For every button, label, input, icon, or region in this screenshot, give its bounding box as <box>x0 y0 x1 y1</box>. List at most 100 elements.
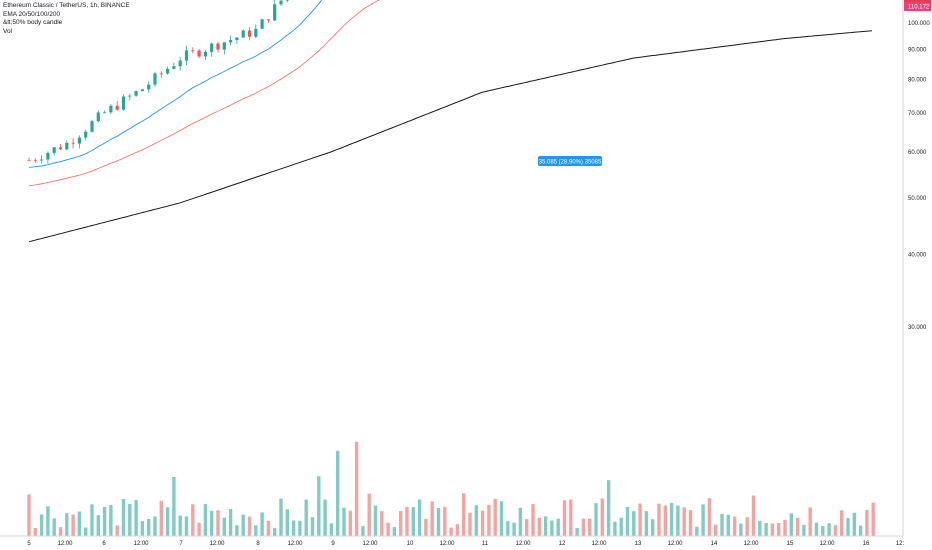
stop-price-tag-box <box>904 0 931 3</box>
volume-bar <box>178 515 182 536</box>
volume-bar <box>109 505 113 536</box>
volume-bar <box>865 509 869 536</box>
volume-bar <box>304 499 308 536</box>
volume-bar <box>342 507 346 536</box>
volume-bar <box>657 503 661 536</box>
volume-bar <box>298 520 302 536</box>
volume-bar <box>562 500 567 536</box>
candle-body <box>134 91 138 96</box>
time-tick-label: 12:00 <box>209 541 225 547</box>
volume-bar <box>184 516 189 536</box>
time-tick-label: 12:00 <box>57 541 73 547</box>
volume-bar <box>606 480 611 536</box>
stop-price-tag: 110.367 <box>908 0 930 2</box>
ema50-line <box>28 0 380 187</box>
volume-bar <box>777 522 781 536</box>
volume-bar <box>594 503 598 536</box>
time-tick-label: 12 <box>559 541 566 547</box>
volume-bar <box>468 512 472 536</box>
volume-bar <box>814 522 819 536</box>
position-label: 35.085 (28.90%) 35085 <box>539 159 602 165</box>
volume-bar <box>310 517 315 536</box>
volume-bar <box>354 441 359 536</box>
candles <box>27 0 289 164</box>
candle-body <box>65 142 69 150</box>
candle-body <box>46 152 50 160</box>
volume-bar <box>191 504 195 536</box>
volume-bar <box>669 502 674 536</box>
volume-bar <box>543 516 548 536</box>
candle-body <box>216 43 220 50</box>
symbol-title: Ethereum Classic / TetherUS, 1h, BINANCE <box>3 2 130 9</box>
candle-body <box>84 131 88 138</box>
volume-bar <box>102 506 107 536</box>
ema-indicator-label[interactable]: EMA 20/50/100/200 <box>3 10 61 18</box>
volume-bar <box>65 513 69 536</box>
candle-body <box>260 19 264 29</box>
price-tick-label: 50.000 <box>908 196 927 202</box>
volume-bar <box>279 498 283 536</box>
volume-bar <box>644 511 649 536</box>
volume-bar <box>386 522 390 536</box>
volume-bar <box>90 504 94 536</box>
volume-bar <box>153 516 157 536</box>
candle-indicator-label[interactable]: &lt;50% body candle <box>3 19 63 27</box>
price-tick-label: 40.000 <box>908 252 927 258</box>
time-tick-label: 12:00 <box>819 541 835 547</box>
volume-bar <box>449 527 453 536</box>
candle-body <box>210 43 214 52</box>
candle-body <box>140 89 144 92</box>
volume-bar <box>33 527 37 536</box>
volume-bar <box>695 526 699 536</box>
volume-bar <box>411 507 415 536</box>
volume-bar <box>871 502 875 536</box>
volume-bar <box>291 520 296 536</box>
volume-bar <box>651 519 655 536</box>
volume-bar <box>474 505 478 536</box>
time-tick-label: 11 <box>482 541 489 547</box>
volume-bar <box>676 505 680 536</box>
volume-bar <box>858 525 863 536</box>
volume-bar <box>556 518 560 536</box>
volume-bar <box>682 507 686 536</box>
volume-bar <box>802 524 806 536</box>
volume-bar <box>260 512 264 536</box>
volume-bar <box>367 493 371 536</box>
volume-bar <box>46 506 50 536</box>
time-tick-label: 12:00 <box>133 541 149 547</box>
candle-body <box>27 160 31 162</box>
volume-bar <box>436 508 441 536</box>
volume-bar <box>373 505 378 536</box>
time-tick-label: 12:00 <box>667 541 683 547</box>
volume-bar <box>348 510 352 536</box>
candle-body <box>184 50 189 61</box>
candle-body <box>103 112 107 114</box>
candle-body <box>203 51 207 57</box>
price-tick-label: 80.000 <box>908 77 927 83</box>
volume-bar <box>417 499 422 536</box>
candle-body <box>40 159 44 161</box>
volume-bar <box>39 514 44 536</box>
volume-indicator-label[interactable]: Vol <box>3 27 13 35</box>
candle-body <box>71 142 75 144</box>
volume-bar <box>329 523 334 536</box>
position-label-box <box>538 156 602 166</box>
volume-bar <box>745 517 749 536</box>
volume-bar <box>512 522 516 536</box>
candle-body <box>77 137 81 144</box>
candle-body <box>273 4 277 21</box>
volume-bar <box>600 498 604 536</box>
volume-bar <box>121 499 126 536</box>
volume-bar <box>380 511 384 536</box>
volume-bar <box>147 518 151 536</box>
candle-body <box>235 37 239 40</box>
volume-bar <box>77 511 82 536</box>
volume-bar <box>134 500 138 536</box>
ema20-line <box>28 0 323 168</box>
candle-body <box>197 50 201 57</box>
volume-bar <box>487 504 491 536</box>
volume-bar <box>392 527 397 536</box>
time-tick-label: 8 <box>256 541 260 547</box>
volume-bar <box>751 495 756 536</box>
